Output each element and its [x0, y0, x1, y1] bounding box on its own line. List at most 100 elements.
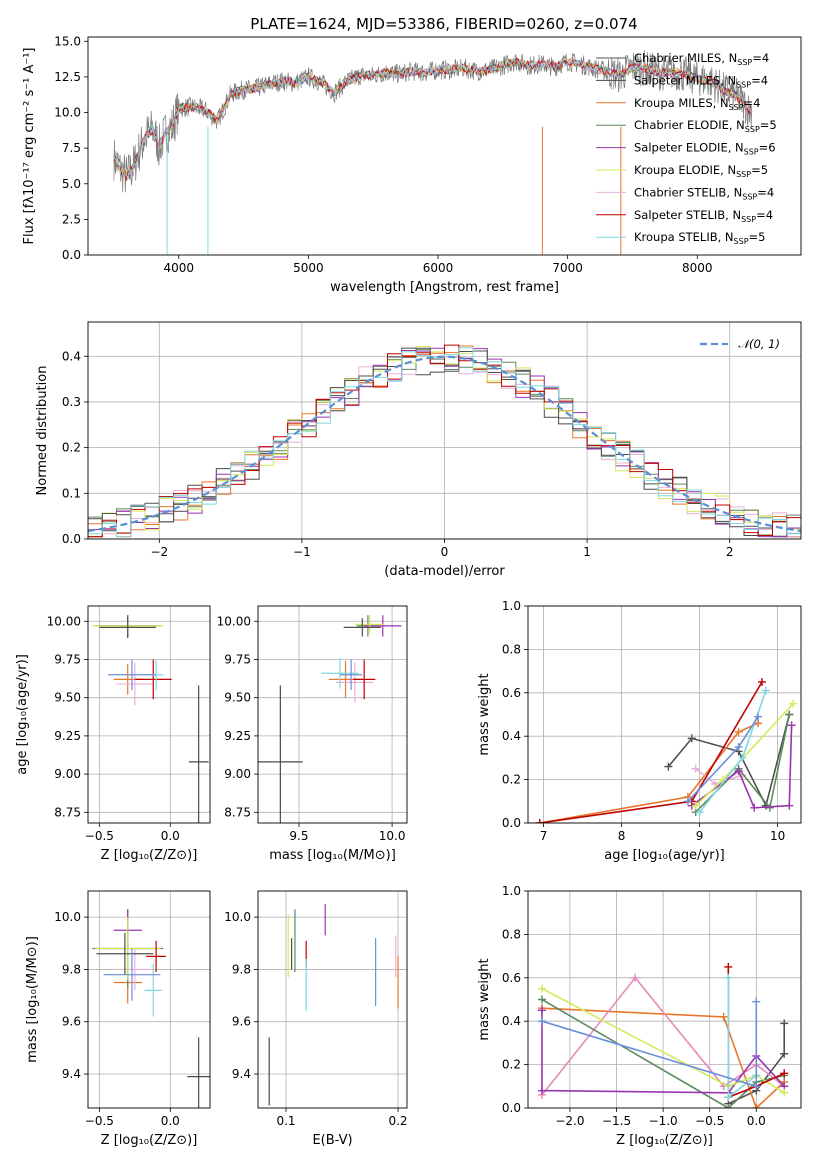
y-tick-label: 0.8 — [502, 927, 521, 941]
y-tick-label: 9.8 — [62, 962, 81, 976]
data-point — [352, 659, 376, 700]
x-tick-label: 0 — [441, 545, 449, 559]
y-tick-label: 0.4 — [502, 729, 521, 743]
plot-area — [92, 615, 209, 823]
weight-marker — [785, 710, 794, 719]
y-tick-label: 0.3 — [62, 395, 81, 409]
y-tick-label: 0.2 — [502, 773, 521, 787]
y-tick-label: 9.4 — [62, 1067, 81, 1081]
x-tick-label: 0.0 — [747, 1114, 766, 1128]
panel-spectrum: 4000 5000 6000 7000 8000 0.0 2.5 5.0 7.5 10.0 12.5… — [22, 34, 802, 295]
x-tick-label: 7 — [540, 829, 548, 843]
y-tick-label: 9.00 — [54, 767, 81, 781]
y-tick-label: 10.00 — [217, 614, 251, 628]
plot-area — [535, 677, 798, 823]
y-tick-label: 0.0 — [62, 248, 81, 262]
weight-marker — [785, 801, 794, 810]
data-point — [107, 659, 157, 691]
y-tick-label: 0.0 — [502, 816, 521, 830]
weight-marker — [780, 1049, 789, 1058]
model-spectrum-line — [113, 57, 753, 181]
y-tick-label: 0.6 — [502, 686, 521, 700]
y-tick-label: 8.75 — [224, 805, 251, 819]
x-tick-label: −0.5 — [85, 829, 114, 843]
y-tick-label: 9.8 — [232, 962, 251, 976]
y-tick-label: 12.5 — [54, 70, 81, 84]
axes-frame — [87, 36, 802, 256]
y-tick-label: 10.0 — [224, 910, 251, 924]
weight-marker — [734, 766, 743, 775]
y-tick-label: 0.0 — [62, 532, 81, 546]
y-tick-label: 0.2 — [62, 441, 81, 455]
residual-histogram — [88, 347, 801, 538]
weight-marker — [780, 1069, 789, 1078]
x-tick-label: 7000 — [552, 261, 583, 275]
y-tick-label: 1.0 — [502, 599, 521, 613]
x-tick-label: −0.5 — [695, 1114, 724, 1128]
y-tick-label: 0.8 — [502, 642, 521, 656]
weight-marker — [752, 997, 761, 1006]
data-point — [134, 659, 172, 700]
legend-label: Kroupa ELODIE, NSSP=5 — [634, 163, 768, 179]
weight-marker — [535, 819, 544, 823]
data-point — [146, 940, 167, 973]
plot-area — [92, 909, 210, 1108]
weight-marker — [691, 801, 700, 810]
plot-area — [113, 50, 753, 255]
weight-marker — [750, 803, 759, 812]
data-point — [343, 618, 381, 637]
weight-line — [698, 690, 767, 813]
x-tick-label: 0.0 — [161, 1114, 180, 1128]
x-axis-label: (data-model)/error — [384, 564, 505, 579]
panel-weight-vs-age: 7 8 9 10 0.0 0.2 0.4 0.6 0.8 1.0 age [log₁₀(age/yr… — [477, 599, 802, 863]
data-point — [144, 964, 162, 1017]
x-tick-label: 8 — [618, 829, 626, 843]
y-tick-label: 9.50 — [224, 691, 251, 705]
weight-line — [539, 681, 763, 823]
weight-line — [541, 987, 785, 1094]
y-tick-label: 15.0 — [54, 34, 81, 48]
weight-marker — [780, 1088, 789, 1097]
weight-marker — [691, 764, 700, 773]
y-tick-label: 0.1 — [62, 486, 81, 500]
x-tick-label: 4000 — [163, 261, 194, 275]
weight-marker — [724, 962, 733, 971]
x-tick-label: 5000 — [293, 261, 324, 275]
y-tick-label: 1.0 — [502, 884, 521, 898]
panel-residuals: −2 −1 0 1 2 0.0 0.1 0.2 0.3 0.4 (data-model)/error… — [35, 321, 802, 579]
weight-marker — [683, 797, 692, 806]
x-tick-label: −2.0 — [555, 1114, 584, 1128]
weight-marker — [537, 1017, 546, 1026]
data-point — [95, 917, 161, 980]
y-tick-label: 7.5 — [62, 141, 81, 155]
weight-line — [541, 1007, 785, 1108]
data-point — [116, 662, 154, 706]
x-axis-label: Z [log₁₀(Z/Z⊙)] — [101, 848, 198, 863]
legend-label: Salpeter MILES, NSSP=4 — [634, 73, 768, 89]
y-tick-label: 10.00 — [47, 614, 81, 628]
x-tick-label: 2 — [726, 545, 734, 559]
weight-marker — [761, 686, 770, 695]
data-point — [339, 659, 363, 691]
x-tick-label: −0.5 — [85, 1114, 114, 1128]
plot-area — [88, 344, 801, 538]
legend-label: Chabrier ELODIE, NSSP=5 — [634, 118, 777, 134]
x-tick-label: 0.0 — [161, 829, 180, 843]
weight-marker — [754, 712, 763, 721]
y-tick-label: 9.6 — [232, 1015, 251, 1029]
axes-frame — [87, 605, 211, 824]
weight-marker — [724, 1093, 733, 1102]
panel-mass-vs-ebv: 0.1 0.2 9.4 9.6 9.8 10.0 E(B-V) — [224, 890, 408, 1148]
y-tick-label: 10.0 — [54, 106, 81, 120]
y-tick-label: 9.75 — [224, 652, 251, 666]
data-point — [258, 685, 303, 823]
y-tick-label: 9.00 — [224, 767, 251, 781]
y-tick-label: 9.4 — [232, 1067, 251, 1081]
plot-area — [268, 904, 399, 1106]
axes-frame — [527, 890, 802, 1109]
weight-marker — [734, 727, 743, 736]
figure-title: PLATE=1624, MJD=53386, FIBERID=0260, z=0… — [250, 15, 637, 33]
weight-marker — [787, 721, 796, 730]
axes-frame — [257, 605, 408, 824]
weight-marker — [537, 995, 546, 1004]
